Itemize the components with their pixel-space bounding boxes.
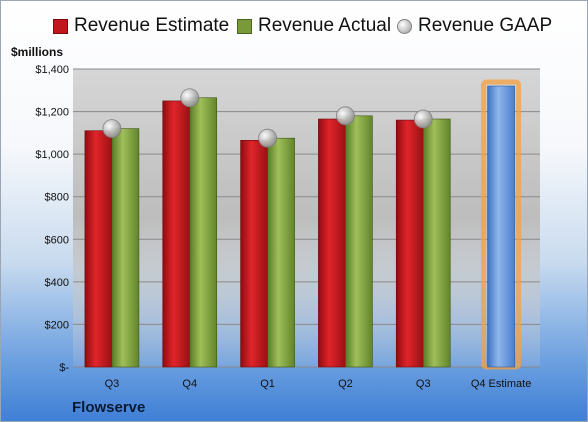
legend-item-revenue-estimate: Revenue Estimate	[53, 15, 229, 37]
y-tick-label: $1,200	[35, 107, 69, 119]
x-tick-labels: Q3 Q4 Q1 Q2 Q3 Q4 Estimate	[105, 378, 532, 390]
revenue-gaap-marker	[413, 109, 433, 129]
revenue-actual-bar	[267, 137, 295, 368]
y-tick-label: $600	[45, 234, 69, 246]
gaap-markers	[102, 88, 433, 148]
legend-item-revenue-gaap: Revenue GAAP	[397, 15, 552, 37]
plot-area	[73, 69, 540, 367]
y-tick-label: $400	[45, 277, 69, 289]
gridlines	[73, 68, 540, 368]
x-tick-label: Q4 Estimate	[471, 378, 532, 390]
revenue-actual-bar	[111, 128, 140, 368]
x-tick-label: Q1	[260, 378, 275, 390]
x-tick-label: Q3	[105, 378, 120, 390]
revenue-estimate-bar	[84, 130, 113, 368]
y-tick-label: $200	[45, 319, 69, 331]
y-tick-label: $1,000	[35, 149, 69, 161]
legend-swatch-revenue-estimate	[53, 18, 68, 34]
legend-label-revenue-gaap: Revenue GAAP	[418, 15, 553, 36]
q4-estimate-bar	[487, 85, 515, 368]
revenue-gaap-marker	[336, 106, 355, 126]
revenue-actual-bar	[189, 97, 218, 368]
x-tick-label: Q4	[182, 378, 197, 390]
legend-label-revenue-actual: Revenue Actual	[258, 15, 392, 36]
revenue-actual-bar	[422, 118, 451, 368]
revenue-estimate-bar	[318, 118, 346, 368]
x-tick-label: Q3	[416, 378, 431, 390]
bars	[84, 79, 522, 370]
company-name: Flowserve	[72, 399, 146, 416]
revenue-actual-bar	[345, 115, 373, 368]
revenue-gaap-marker	[258, 128, 277, 148]
revenue-estimate-bar	[162, 100, 191, 368]
x-tick-label: Q2	[338, 378, 353, 390]
legend-item-revenue-actual: Revenue Actual	[237, 15, 391, 37]
revenue-gaap-marker	[180, 88, 200, 108]
revenue-estimate-bar	[395, 119, 424, 368]
y-tick-labels: $- $200 $400 $600 $800 $1,000 $1,200 $1,400	[35, 64, 69, 374]
legend-label-revenue-estimate: Revenue Estimate	[74, 15, 230, 36]
revenue-estimate-bar	[240, 140, 268, 368]
y-tick-label: $800	[45, 192, 69, 204]
y-tick-label: $1,400	[35, 64, 69, 76]
y-axis-unit-label: $millions	[11, 45, 64, 59]
y-tick-label: $-	[59, 362, 69, 374]
revenue-gaap-marker	[102, 119, 122, 138]
legend-swatch-revenue-gaap	[397, 18, 412, 34]
legend-swatch-revenue-actual	[237, 18, 252, 34]
